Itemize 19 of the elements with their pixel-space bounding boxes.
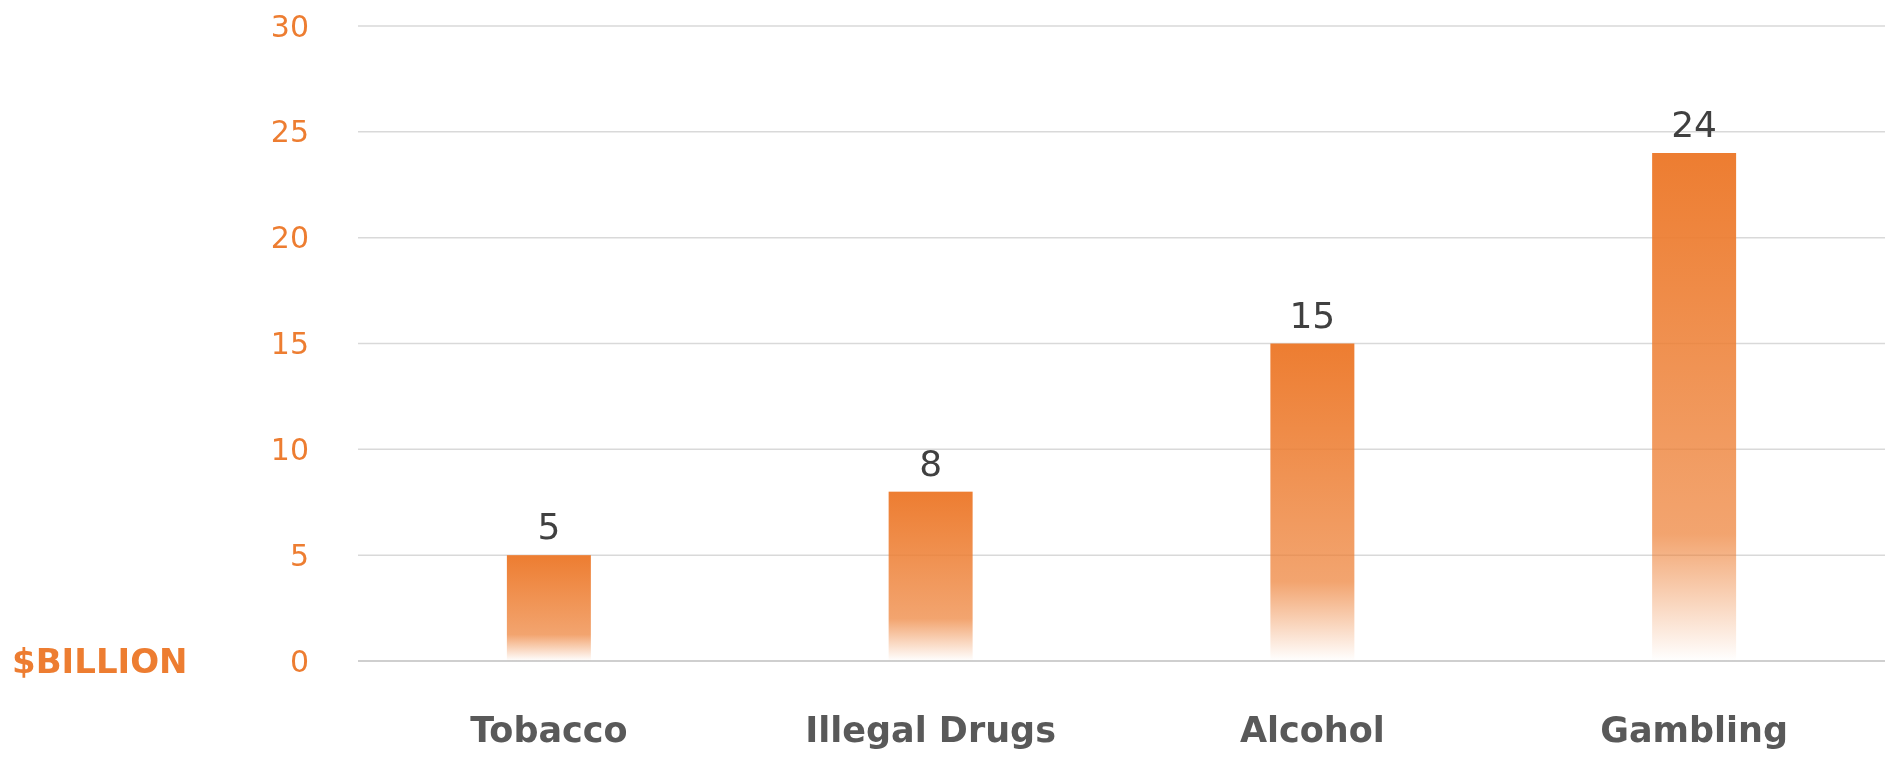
x-tick-label: Gambling [1600,710,1789,751]
y-tick-label: 30 [270,8,309,44]
data-label: 15 [1289,294,1336,336]
y-tick-label: 15 [270,326,309,361]
data-label: 8 [919,442,943,484]
data-label: 24 [1671,104,1718,145]
y-tick-label: 20 [270,220,309,256]
y-tick-label: 25 [270,114,309,150]
data-label: 5 [537,506,561,548]
bar [888,491,973,661]
y-axis-title: $BILLION [12,640,188,681]
y-tick-label: 5 [289,537,309,573]
x-tick-label: Illegal Drugs [805,710,1056,751]
y-tick-label: 10 [270,431,309,467]
y-tick-label: 0 [289,643,309,679]
bar [1270,343,1355,661]
x-tick-label: Alcohol [1239,710,1385,751]
bar [506,555,591,661]
x-tick-label: Tobacco [470,710,628,751]
